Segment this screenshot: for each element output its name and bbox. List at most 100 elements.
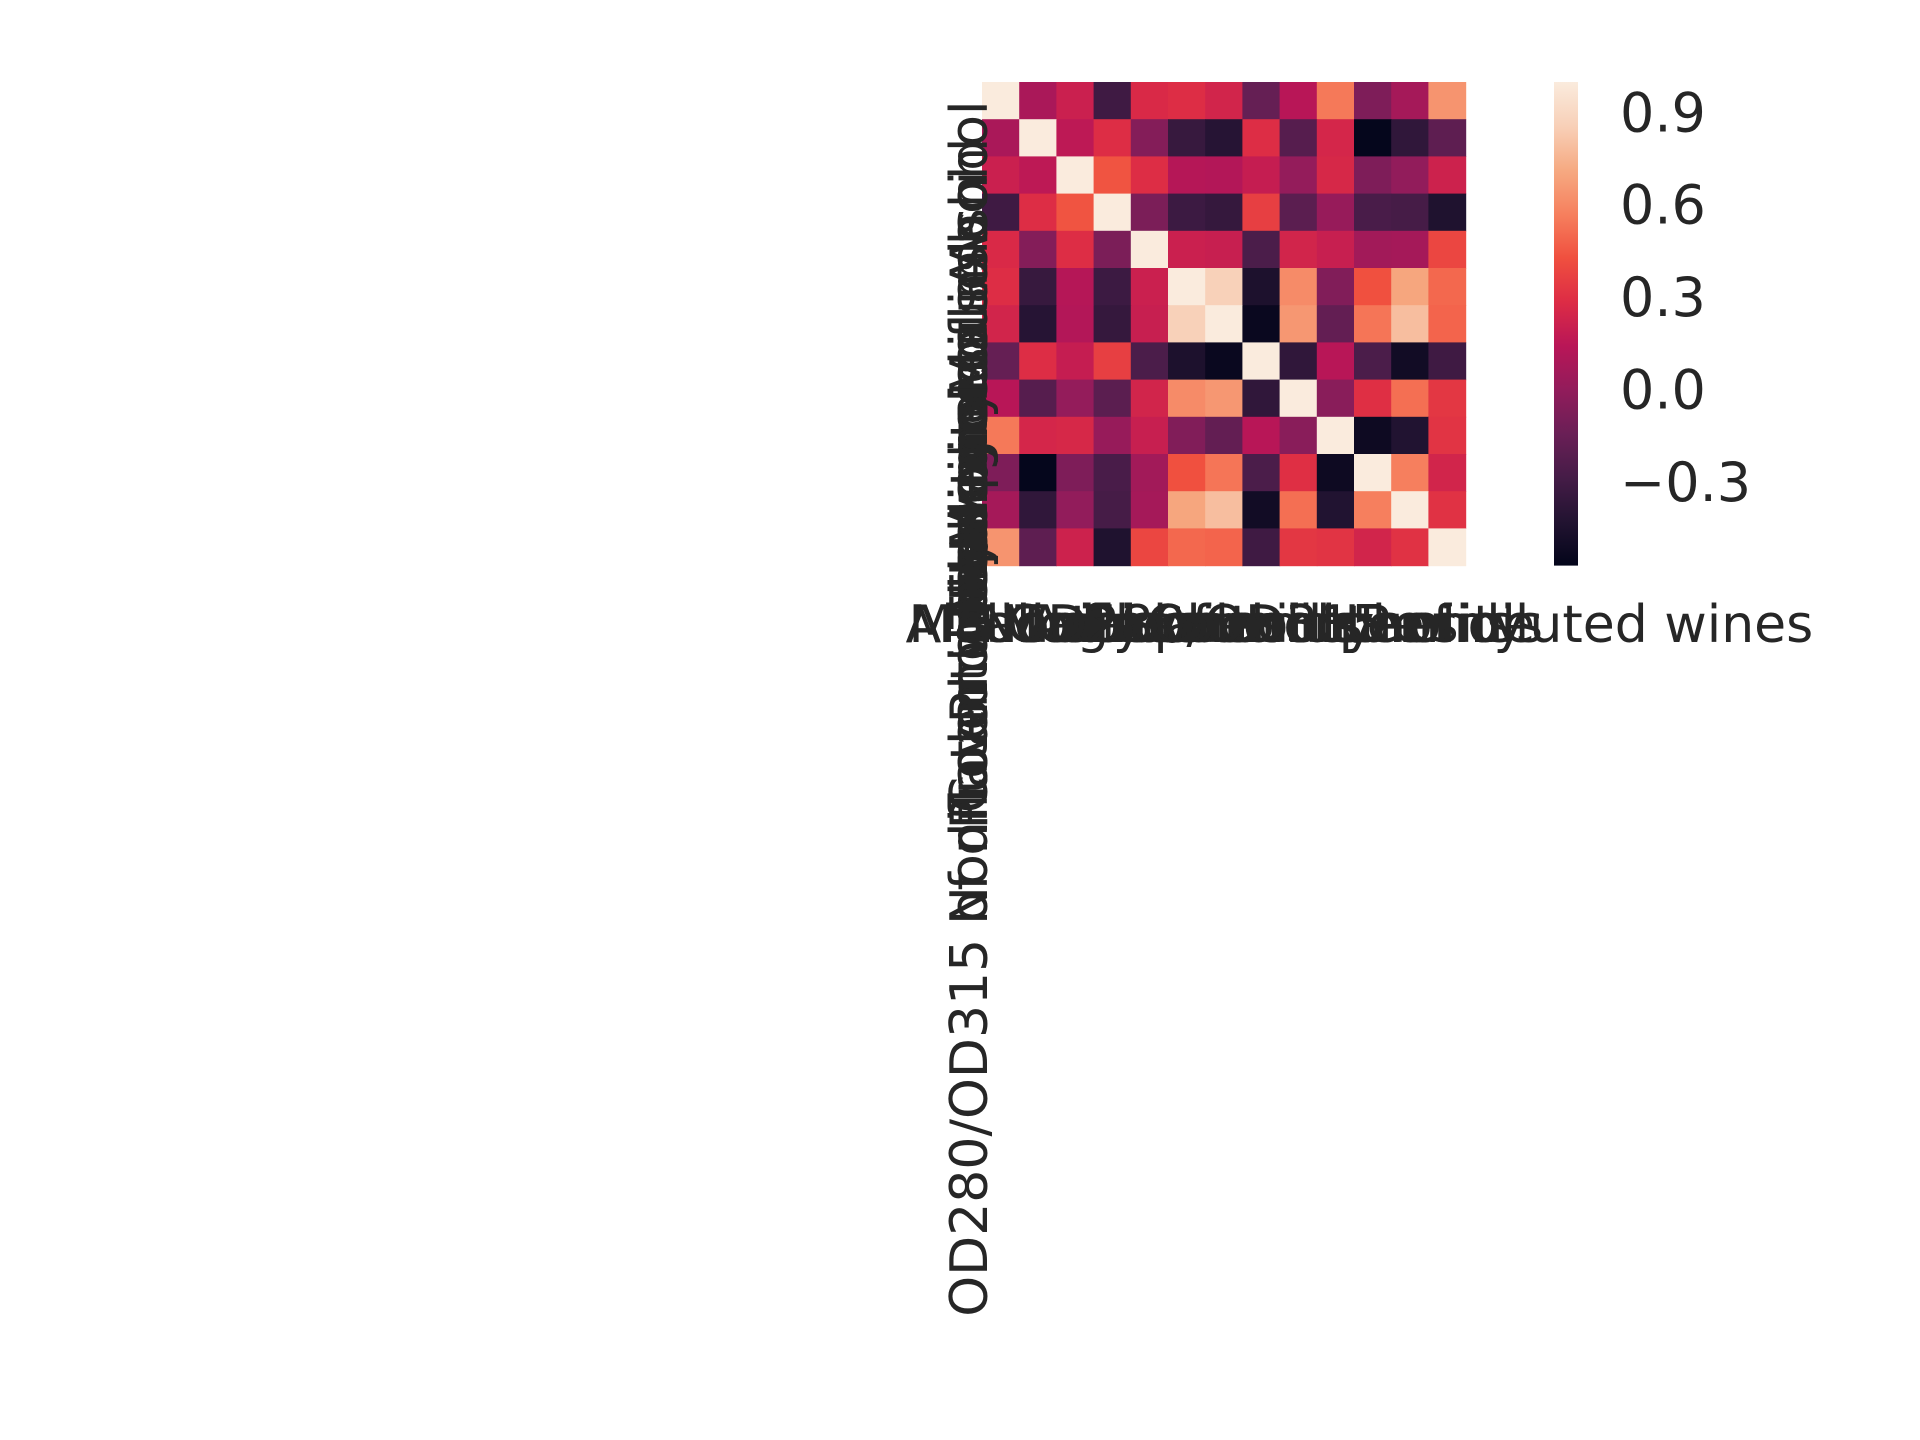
heatmap-cell <box>1391 379 1429 418</box>
heatmap-cell <box>1093 119 1132 157</box>
x-tick-label: Alcalinity of ash <box>906 595 1319 655</box>
heatmap-cell <box>1130 491 1169 529</box>
heatmap-cell <box>982 230 1020 269</box>
x-tick-label: OD280/OD315 of diluted wines <box>1006 595 1813 655</box>
heatmap-cell <box>982 454 1020 492</box>
heatmap-cell <box>1279 528 1318 567</box>
heatmap-cell <box>1354 230 1392 269</box>
heatmap-cell <box>1205 342 1243 381</box>
y-tick-label: Color intensity <box>940 435 1000 813</box>
heatmap-cell <box>1354 491 1392 529</box>
heatmap-cell <box>1019 156 1057 195</box>
x-tick-label: Ash <box>1027 595 1123 655</box>
heatmap-cell <box>1242 416 1281 455</box>
heatmap-cell <box>1205 82 1243 120</box>
heatmap-cell <box>1056 342 1095 381</box>
heatmap-cell <box>1316 82 1355 120</box>
heatmap-cell <box>1168 454 1206 492</box>
heatmap-cell <box>1279 342 1318 381</box>
heatmap-cell <box>1093 230 1132 269</box>
heatmap-cell <box>1130 193 1169 232</box>
heatmap-cell <box>1428 230 1467 269</box>
heatmap-cell <box>1316 379 1355 418</box>
y-tick-label: Magnesium <box>940 249 1000 549</box>
heatmap-cell <box>1391 491 1429 529</box>
heatmap-cell <box>1428 268 1467 306</box>
heatmap-cell <box>1019 342 1057 381</box>
heatmap-cell <box>1019 305 1057 343</box>
x-tick-label: Color intensity <box>1147 595 1525 655</box>
y-tick-label: Hue <box>940 473 1000 577</box>
heatmap-cell <box>1168 528 1206 567</box>
heatmap-cell <box>1093 268 1132 306</box>
y-tick-label: OD280/OD315 of diluted wines <box>940 510 1000 1317</box>
heatmap-cell <box>1279 193 1318 232</box>
heatmap-cell <box>1019 379 1057 418</box>
heatmap-cell <box>1428 416 1467 455</box>
heatmap-cell <box>1093 454 1132 492</box>
heatmap-cell <box>1130 119 1169 157</box>
heatmap-cell <box>1056 491 1095 529</box>
heatmap-cell <box>1019 416 1057 455</box>
heatmap-cell <box>1391 193 1429 232</box>
x-tick-label: Proanthocyanins <box>1083 595 1514 655</box>
heatmap-cell <box>1242 454 1281 492</box>
heatmap-cell <box>1168 342 1206 381</box>
heatmap-cell <box>1428 454 1467 492</box>
y-tick-label: Alcalinity of ash <box>940 212 1000 625</box>
heatmap-cell <box>1019 82 1057 120</box>
heatmap-cell <box>982 528 1020 567</box>
heatmap-cell <box>982 379 1020 418</box>
heatmap-cell <box>1019 119 1057 157</box>
heatmap-cell <box>1056 156 1095 195</box>
heatmap-cell <box>1428 342 1467 381</box>
heatmap-cell <box>1056 379 1095 418</box>
heatmap-cell <box>982 342 1020 381</box>
heatmap-cell <box>1168 416 1206 455</box>
heatmap-cell <box>1168 82 1206 120</box>
heatmap-cell <box>1130 342 1169 381</box>
heatmap-cell <box>1168 230 1206 269</box>
heatmap-cell <box>1242 342 1281 381</box>
heatmap-cell <box>1130 82 1169 120</box>
x-tick-label: Hue <box>1321 595 1425 655</box>
heatmap-cell <box>1316 268 1355 306</box>
heatmap-cell <box>1205 305 1243 343</box>
x-tick-label: Magnesium <box>999 595 1299 655</box>
heatmap-cell <box>1279 416 1318 455</box>
y-tick-label: Proline <box>940 547 1000 723</box>
heatmap-cell <box>1242 491 1281 529</box>
heatmap-cell <box>1279 305 1318 343</box>
x-tick-label: Flavanoids <box>1085 595 1363 655</box>
heatmap-cell <box>1130 454 1169 492</box>
heatmap-cell <box>1205 416 1243 455</box>
heatmap-cell <box>1093 82 1132 120</box>
heatmap-cell <box>1019 268 1057 306</box>
heatmap-cell <box>1316 454 1355 492</box>
heatmap-cell <box>1428 305 1467 343</box>
heatmap-cell <box>1242 230 1281 269</box>
colorbar <box>1554 82 1578 566</box>
heatmap-cell <box>1316 416 1355 455</box>
heatmap-cell <box>1019 193 1057 232</box>
y-tick-label: Total phenols <box>940 287 1000 630</box>
heatmap-cell <box>1019 491 1057 529</box>
heatmap-cell <box>1391 454 1429 492</box>
heatmap-cell <box>1316 528 1355 567</box>
heatmap-cell <box>1354 268 1392 306</box>
heatmap-cell <box>1428 491 1467 529</box>
x-tick-label: Total phenols <box>1014 595 1357 655</box>
heatmap-cell <box>1316 305 1355 343</box>
heatmap-cell <box>1354 156 1392 195</box>
heatmap-cell <box>1279 82 1318 120</box>
heatmap-cell <box>1242 268 1281 306</box>
heatmap-cell <box>1093 156 1132 195</box>
colorbar-tick-label: 0.6 <box>1620 174 1706 237</box>
heatmap-cell <box>1056 305 1095 343</box>
heatmap-cell <box>982 82 1020 120</box>
heatmap-cell <box>1391 416 1429 455</box>
heatmap-cell <box>1354 379 1392 418</box>
heatmap-cell <box>1056 82 1095 120</box>
heatmap-cell <box>1242 119 1281 157</box>
